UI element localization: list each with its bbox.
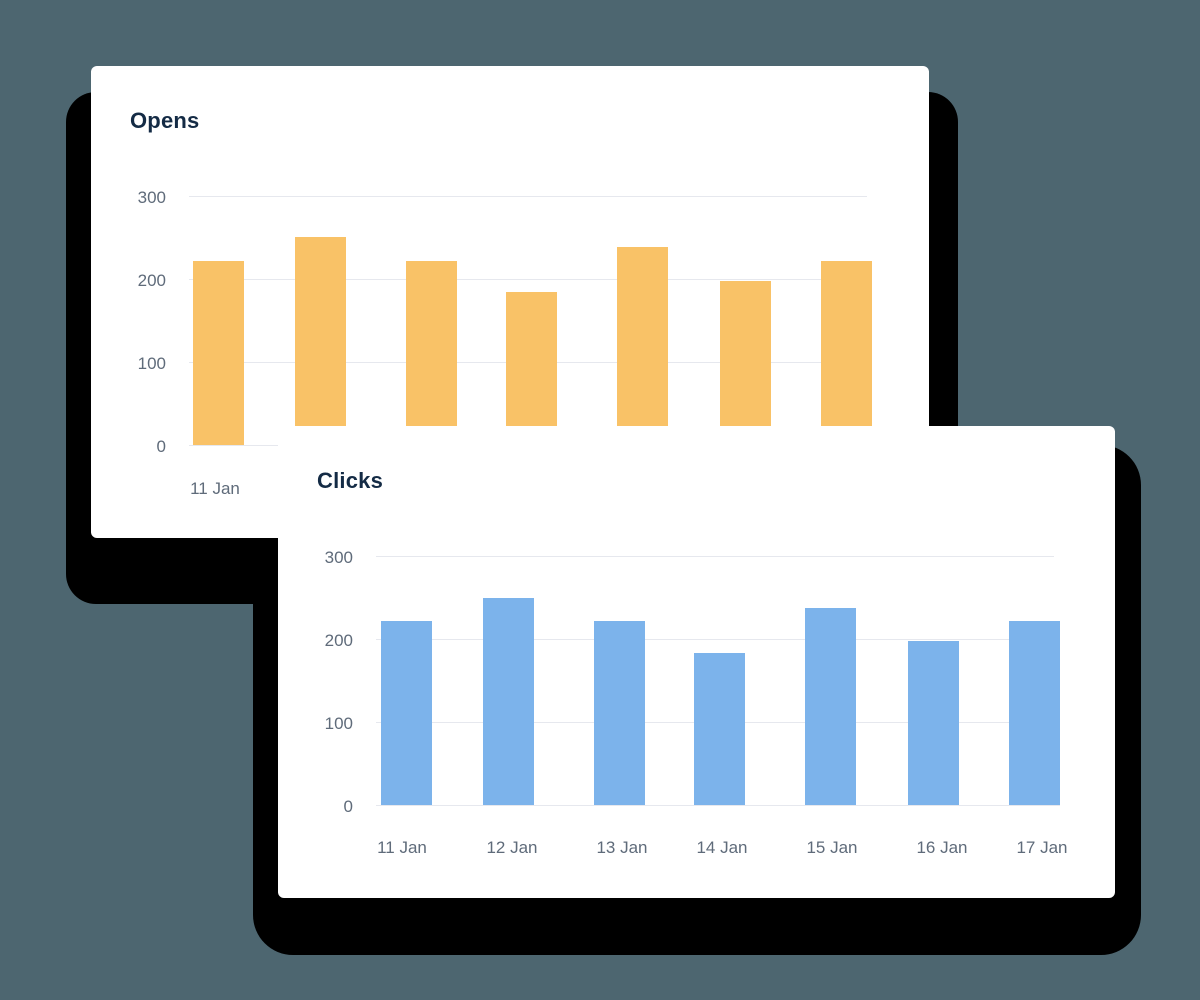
- opens-bar-11-jan[interactable]: [193, 261, 244, 445]
- y-tick-0: 0: [156, 437, 166, 456]
- opens-bar-15-jan[interactable]: [617, 247, 668, 445]
- opens-bar-17-jan[interactable]: [821, 261, 872, 445]
- clicks-bar-15-jan[interactable]: [805, 608, 856, 805]
- y-tick-0: 0: [343, 797, 353, 816]
- opens-bar-14-jan[interactable]: [506, 292, 557, 445]
- gridline-300: [189, 196, 867, 197]
- y-tick-200: 200: [324, 631, 353, 650]
- y-tick-100: 100: [137, 354, 166, 373]
- gridline-300: [376, 556, 1054, 557]
- opens-bar-16-jan[interactable]: [720, 281, 771, 445]
- y-tick-200: 200: [137, 271, 166, 290]
- x-tick-17-jan: 17 Jan: [1016, 838, 1068, 857]
- clicks-bar-13-jan[interactable]: [594, 621, 645, 805]
- x-tick-15-jan: 15 Jan: [806, 838, 858, 857]
- clicks-chart-card: Clicks 300 200 100 0 11 Jan 12 Jan 13 Ja…: [278, 426, 1115, 898]
- x-tick-13-jan: 13 Jan: [596, 838, 648, 857]
- opens-chart-title: Opens: [130, 108, 200, 133]
- clicks-bar-12-jan[interactable]: [483, 598, 534, 805]
- y-tick-100: 100: [324, 714, 353, 733]
- opens-bar-12-jan[interactable]: [295, 237, 346, 445]
- clicks-bar-14-jan[interactable]: [694, 653, 745, 805]
- clicks-chart-title: Clicks: [317, 468, 384, 493]
- x-tick-16-jan: 16 Jan: [916, 838, 968, 857]
- clicks-bar-11-jan[interactable]: [381, 621, 432, 805]
- gridline-200: [189, 279, 867, 280]
- clicks-bar-17-jan[interactable]: [1009, 621, 1060, 805]
- x-tick-11-jan: 11 Jan: [190, 479, 240, 498]
- opens-bar-13-jan[interactable]: [406, 261, 457, 445]
- gridline-200: [376, 639, 1054, 640]
- x-tick-14-jan: 14 Jan: [696, 838, 748, 857]
- x-tick-12-jan: 12 Jan: [486, 838, 538, 857]
- gridline-0: [376, 805, 1060, 806]
- x-tick-11-jan: 11 Jan: [377, 838, 427, 857]
- clicks-bar-16-jan[interactable]: [908, 641, 959, 805]
- y-tick-300: 300: [324, 548, 353, 567]
- y-tick-300: 300: [137, 188, 166, 207]
